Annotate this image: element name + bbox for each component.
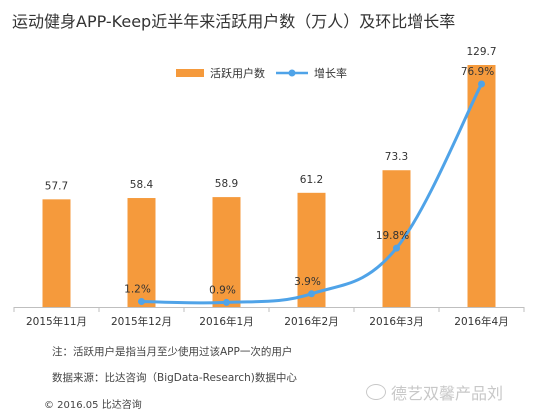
- bar-value-label: 58.9: [215, 178, 238, 190]
- bar-value-label: 61.2: [300, 174, 323, 186]
- x-tick-label: 2016年3月: [369, 315, 423, 328]
- growth-rate-label: 19.8%: [376, 230, 409, 242]
- bar-value-label: 129.7: [466, 46, 496, 58]
- copyright: © 2016.05 比达咨询: [44, 400, 142, 411]
- x-tick-label: 2015年11月: [26, 315, 87, 328]
- bar: [127, 198, 156, 307]
- growth-rate-line: [141, 83, 483, 305]
- watermark-text: 德艺双馨产品刘: [391, 384, 504, 403]
- data-source: 数据来源：比达咨询（BigData-Research)数据中心: [52, 372, 297, 384]
- growth-rate-point: [223, 298, 230, 306]
- legend-marker-rate: [288, 69, 296, 77]
- footnote: 注：活跃用户是指当月至少使用过该APP一次的用户: [52, 346, 293, 358]
- legend-label-rate: 增长率: [314, 66, 347, 80]
- x-tick-label: 2016年2月: [284, 315, 338, 328]
- legend-label-bars: 活跃用户数: [210, 66, 265, 80]
- bar: [212, 197, 241, 307]
- bar: [297, 192, 326, 307]
- bar-value-label: 57.7: [45, 180, 68, 192]
- watermark: 德艺双馨产品刘: [366, 380, 503, 404]
- bar: [382, 170, 411, 307]
- growth-rate-point: [138, 298, 145, 306]
- growth-rate-point: [393, 244, 400, 252]
- x-tick-label: 2016年1月: [199, 315, 253, 328]
- legend-swatch-bars: [176, 69, 204, 77]
- bar-value-label: 73.3: [385, 151, 408, 163]
- growth-rate-label: 76.9%: [461, 66, 494, 78]
- growth-rate-label: 1.2%: [124, 284, 151, 296]
- bar: [42, 199, 71, 307]
- x-tick-label: 2015年12月: [111, 315, 172, 328]
- growth-rate-point: [308, 290, 315, 298]
- growth-rate-label: 0.9%: [209, 284, 236, 296]
- growth-rate-point: [478, 80, 485, 88]
- wechat-icon: [366, 384, 386, 400]
- bar-value-label: 58.4: [130, 179, 154, 191]
- x-tick-label: 2016年4月: [454, 315, 508, 328]
- growth-rate-label: 3.9%: [294, 276, 321, 288]
- chart-title: 运动健身APP-Keep近半年来活跃用户数（万人）及环比增长率: [12, 12, 456, 31]
